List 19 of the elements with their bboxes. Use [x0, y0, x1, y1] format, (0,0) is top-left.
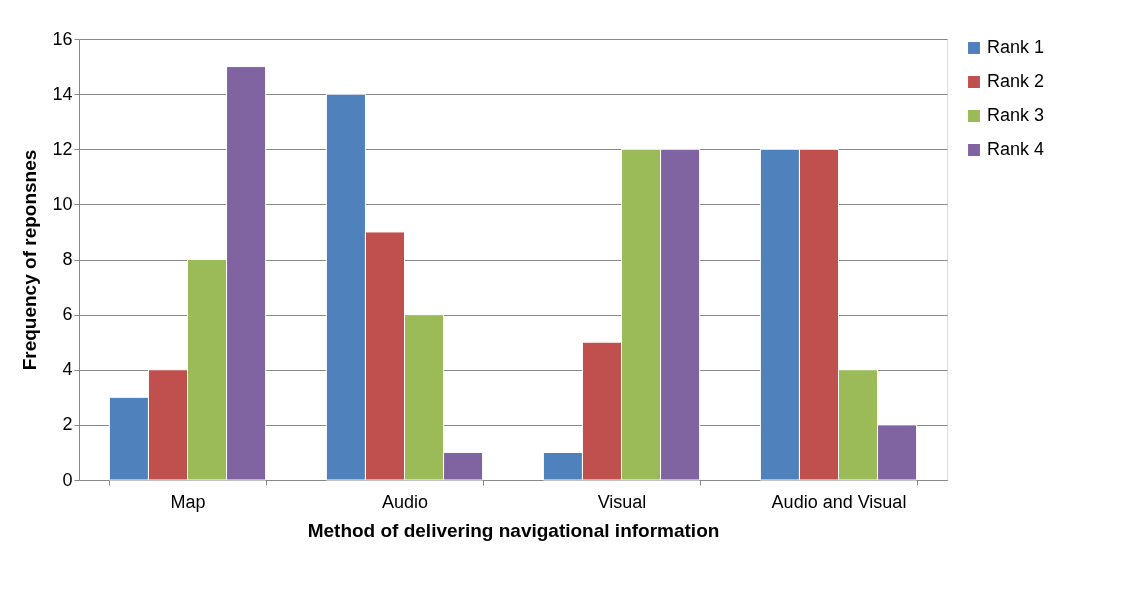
y-tick-label: 2	[62, 414, 73, 435]
x-tick-label: Visual	[597, 491, 647, 512]
y-tick-label: 16	[52, 28, 73, 49]
y-axis-title: Frequency of reponsnes	[19, 149, 41, 371]
legend-label: Rank 4	[987, 139, 1045, 159]
y-tick-label: 4	[62, 359, 73, 380]
x-tick-label: Audio and Visual	[771, 491, 907, 512]
legend-label: Rank 2	[987, 71, 1045, 91]
y-tick-label: 6	[62, 304, 73, 325]
legend-label: Rank 3	[987, 105, 1045, 125]
x-axis-title: Method of delivering navigational information	[307, 519, 720, 541]
legend-label: Rank 1	[987, 37, 1045, 57]
y-tick-label: 8	[62, 249, 73, 269]
y-tick-label: 0	[62, 469, 73, 490]
x-tick-label: Map	[170, 491, 206, 512]
y-tick-label: 12	[52, 138, 73, 159]
y-tick-label: 14	[52, 83, 73, 104]
x-tick-label: Audio	[381, 491, 429, 512]
y-tick-label: 10	[52, 193, 73, 214]
